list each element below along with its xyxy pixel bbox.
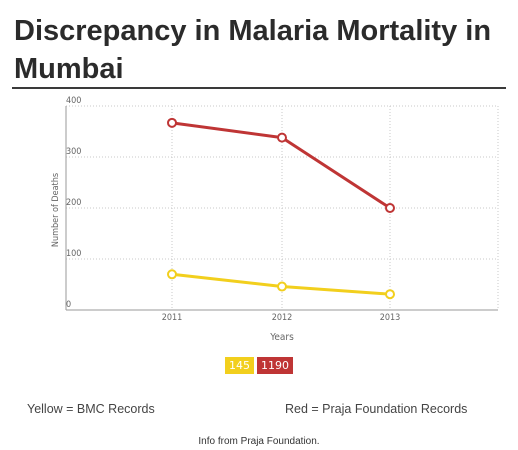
data-point: [385, 289, 395, 300]
y-axis-label: Number of Deaths: [51, 173, 61, 247]
y-tick-label: 200: [66, 198, 81, 208]
legend-item-red: 1190: [257, 357, 293, 374]
page-title: Discrepancy in Malaria Mortality in Mumb…: [14, 15, 492, 85]
note-yellow-bmc: Yellow = BMC Records: [27, 402, 155, 416]
y-tick-label: 100: [66, 249, 81, 259]
y-tick-label: 300: [66, 147, 81, 157]
title-divider: [12, 87, 506, 89]
data-point: [167, 117, 177, 128]
malaria-deaths-line-chart: 0 100 200 300 400 2011 2012 2013 Number of Deat…: [51, 96, 499, 343]
y-tick-label: 400: [66, 96, 81, 106]
data-point: [167, 269, 177, 280]
data-point: [385, 203, 395, 213]
data-point: [277, 281, 287, 292]
x-tick-label: 2011: [162, 313, 183, 323]
source-credit: Info from Praja Foundation.: [198, 436, 320, 447]
data-point: [277, 132, 287, 143]
chart-grid: [66, 105, 499, 310]
note-red-praja: Red = Praja Foundation Records: [285, 402, 468, 416]
chart-axes: 0 100 200 300 400 2011 2012 2013: [65, 96, 498, 323]
x-axis-label: Years: [269, 332, 294, 343]
legend-item-yellow: 145: [225, 357, 254, 374]
chart-legend: 145 1190: [0, 357, 518, 374]
chart-series: [167, 117, 395, 300]
y-tick-label: 0: [66, 300, 71, 310]
x-tick-label: 2012: [272, 313, 293, 323]
x-tick-label: 2013: [380, 313, 401, 323]
